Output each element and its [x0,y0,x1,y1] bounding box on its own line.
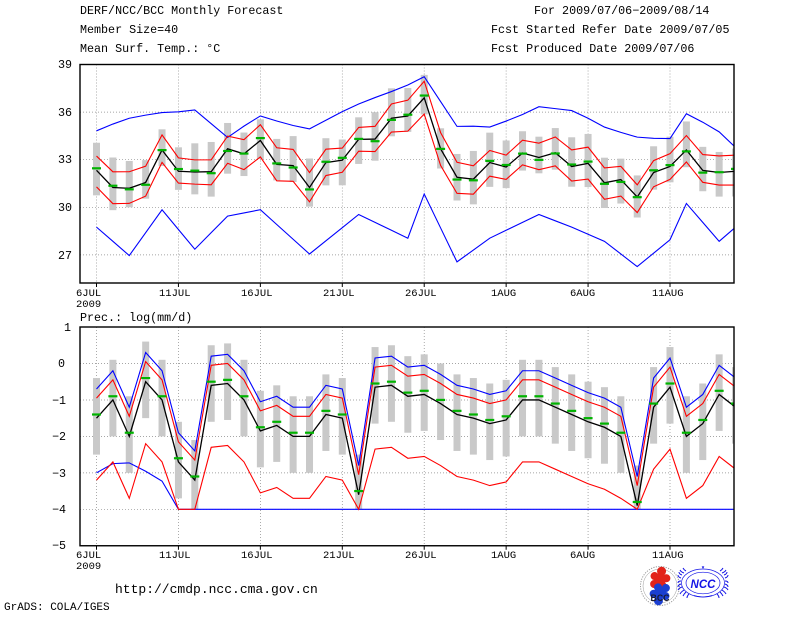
svg-text:NCC: NCC [691,579,717,591]
svg-text:BCC: BCC [650,593,670,603]
